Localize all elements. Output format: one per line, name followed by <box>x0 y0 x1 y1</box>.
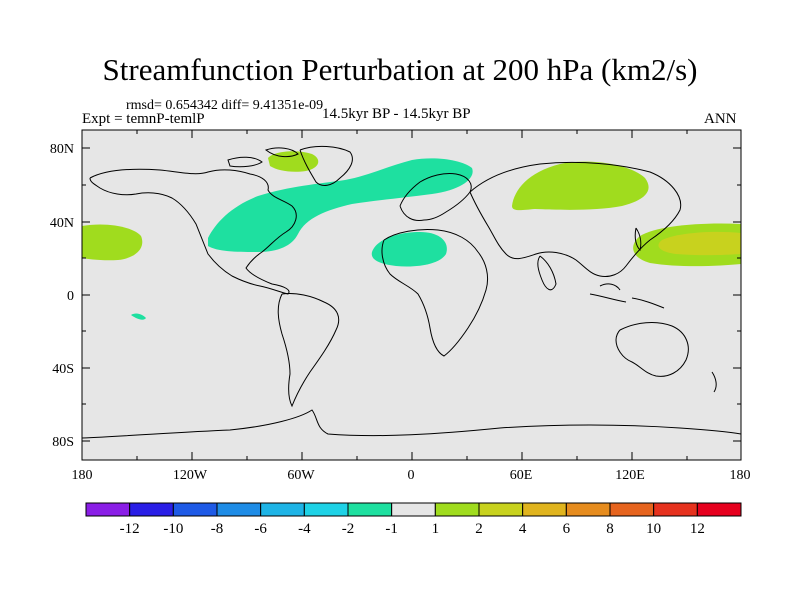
period-label: 14.5kyr BP - 14.5kyr BP <box>322 106 471 122</box>
lon-tick-0: 0 <box>407 468 415 483</box>
colorbar-swatch <box>565 502 611 517</box>
lat-tick-40n: 40N <box>49 216 74 231</box>
coastlines <box>82 145 741 439</box>
lat-tick-40s: 40S <box>52 362 74 377</box>
coast-asia <box>469 161 682 277</box>
colorbar-label: -2 <box>342 521 355 537</box>
lon-tick-60e: 60E <box>509 468 533 483</box>
map-frame <box>81 129 742 461</box>
colorbar-swatch <box>260 502 305 517</box>
colorbar-swatch <box>696 502 742 517</box>
map-title: Streamfunction Perturbation at 200 hPa (… <box>102 52 698 87</box>
colorbar-label: 12 <box>690 521 705 537</box>
lon-tick-120e: 120E <box>615 468 645 483</box>
pos-blob-west-pacific-edge <box>82 224 143 261</box>
colorbar-swatch <box>391 502 436 517</box>
coast-new-zealand <box>711 371 717 393</box>
neg-band-north-atlantic <box>208 158 473 252</box>
colorbar-label: -6 <box>254 521 267 537</box>
colorbar-label: 8 <box>606 521 614 537</box>
neg-blob-south-pacific <box>131 313 146 320</box>
colorbar-label: 4 <box>519 521 527 537</box>
stats-label: rmsd= 0.654342 diff= 9.41351e-09 <box>126 98 324 113</box>
lat-tick-0: 0 <box>67 289 74 304</box>
lon-tick-180e: 180 <box>729 468 751 483</box>
colorbar-label: -8 <box>211 521 224 537</box>
lat-tick-80s: 80S <box>52 435 74 450</box>
lon-tick-180w: 180 <box>71 468 93 483</box>
colorbar-label: 6 <box>563 521 571 537</box>
colorbar-label: 10 <box>646 521 661 537</box>
coast-australia <box>615 322 689 377</box>
colorbar-label: -4 <box>298 521 311 537</box>
season-label: ANN <box>704 111 737 127</box>
colorbar-label: -1 <box>385 521 398 537</box>
coast-arctic-islands <box>227 147 299 168</box>
lon-tick-60w: 60W <box>287 468 315 483</box>
coast-greenland <box>299 145 353 186</box>
coast-north-america <box>89 168 297 295</box>
colorbar: -12 -10 -8 -6 -4 -2 -1 1 2 4 6 8 10 12 <box>85 502 742 537</box>
coast-india <box>537 255 557 291</box>
colorbar-swatch <box>653 502 698 517</box>
colorbar-swatch <box>478 502 524 517</box>
pos-blob-siberia <box>512 161 649 211</box>
colorbar-swatch <box>172 502 218 517</box>
experiment-label: Expt = temnP-temlP <box>82 111 205 127</box>
colorbar-swatch <box>216 502 262 517</box>
colorbar-swatch <box>434 502 480 517</box>
lon-tick-120w: 120W <box>172 468 208 483</box>
coast-antarctica <box>82 409 741 439</box>
lat-tick-80n: 80N <box>49 142 74 157</box>
colorbar-swatch <box>129 502 174 517</box>
contour-fills <box>82 151 741 320</box>
colorbar-swatch <box>609 502 655 517</box>
colorbar-label: 2 <box>475 521 483 537</box>
coast-japan <box>634 227 642 251</box>
colorbar-swatch <box>85 502 131 517</box>
colorbar-label: -10 <box>163 521 183 537</box>
coast-south-america <box>277 293 340 408</box>
colorbar-swatch <box>522 502 567 517</box>
colorbar-label: -12 <box>120 521 140 537</box>
coast-indonesia <box>589 283 665 309</box>
pos-blob-nw-pacific-core <box>658 231 741 256</box>
colorbar-label: 1 <box>432 521 440 537</box>
colorbar-swatch <box>347 502 393 517</box>
neg-blob-north-africa <box>371 232 447 267</box>
coast-africa <box>381 229 489 357</box>
colorbar-swatch <box>303 502 349 517</box>
